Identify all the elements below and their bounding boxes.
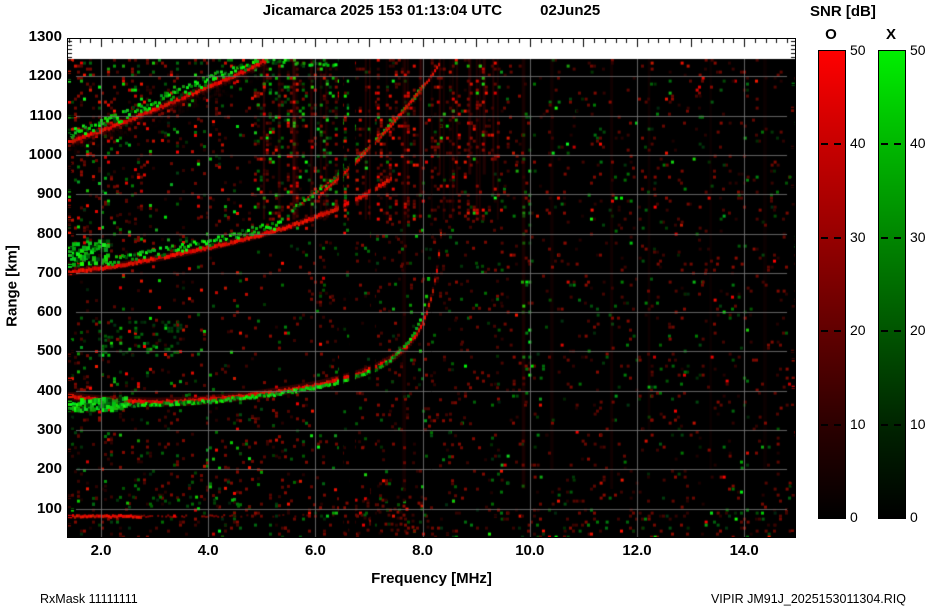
y-tick-label: 1200	[28, 67, 62, 85]
colorbar-title: SNR [dB]	[810, 3, 876, 20]
colorbar-tick-dash	[821, 423, 828, 426]
colorbar-tick-dash	[881, 423, 888, 426]
x-tick-label: 14.0	[729, 542, 759, 559]
colorbar-tick-label: 40	[910, 135, 926, 152]
colorbar-tick-label: 50	[850, 42, 866, 58]
colorbar-o-label: O	[825, 26, 837, 43]
colorbar-tick-dash	[834, 423, 841, 426]
colorbar-tick-label: 40	[850, 135, 866, 152]
y-tick-label: 800	[36, 224, 62, 242]
colorbar-tick-dash	[881, 143, 888, 146]
colorbar-tick-label: 30	[850, 228, 866, 245]
y-tick-label: 500	[36, 342, 62, 360]
colorbar-tick-dash	[881, 330, 888, 333]
x-axis-label: Frequency [MHz]	[371, 570, 492, 587]
colorbar-tick-dash	[834, 330, 841, 333]
datafile-text: VIPIR JM91J_2025153011304.RIQ	[710, 592, 906, 606]
x-tick-label: 4.0	[197, 542, 219, 559]
colorbar-tick-dash	[821, 143, 828, 146]
colorbar-tick-label: 50	[910, 42, 926, 58]
y-tick-label: 1000	[28, 145, 62, 163]
colorbar-tick-label: 20	[910, 322, 926, 339]
colorbar-tick-dash	[894, 143, 901, 146]
x-tick-label: 6.0	[304, 542, 326, 559]
plot-title-date: 02Jun25	[540, 2, 601, 19]
colorbar-tick-dash	[834, 143, 841, 146]
colorbar-tick-label: 30	[910, 228, 926, 245]
colorbar-tick-label: 0	[910, 509, 918, 525]
colorbar-x-label: X	[885, 26, 896, 43]
plot-title: Jicamarca 2025 153 01:13:04 UTC 02Jun25	[68, 2, 795, 19]
x-tick-label: 10.0	[515, 542, 545, 559]
y-tick-label: 300	[36, 421, 62, 438]
x-tick-label: 2.0	[90, 542, 112, 559]
x-tick-label: 12.0	[622, 542, 652, 559]
colorbar-tick-dash	[834, 236, 841, 239]
plot-title-main: Jicamarca 2025 153 01:13:04 UTC	[262, 2, 503, 19]
colorbar-tick-dash	[894, 236, 901, 239]
y-tick-label: 900	[36, 185, 62, 203]
y-tick-label: 100	[36, 499, 62, 517]
y-tick-label: 400	[36, 381, 62, 399]
rxmask-text: RxMask 11111111	[40, 592, 138, 606]
colorbar-tick-dash	[821, 236, 828, 239]
colorbar-tick-dash	[894, 423, 901, 426]
colorbar-tick-label: 10	[910, 415, 926, 432]
colorbar-tick-label: 10	[850, 415, 866, 432]
y-tick-label: 700	[36, 263, 62, 281]
y-tick-label: 200	[36, 460, 62, 478]
ionogram-canvas	[68, 39, 795, 537]
colorbar-tick-dash	[894, 330, 901, 333]
x-tick-label: 8.0	[412, 542, 434, 559]
y-tick-label: 1100	[29, 106, 62, 124]
colorbar-tick-label: 20	[850, 322, 866, 339]
colorbar-o-mode	[818, 50, 846, 519]
colorbar-tick-dash	[821, 330, 828, 333]
colorbar-x-mode	[878, 50, 906, 519]
y-tick-label: 1300	[28, 28, 62, 45]
colorbar-tick-label: 0	[850, 509, 858, 525]
colorbar-tick-dash	[881, 236, 888, 239]
y-tick-label: 600	[36, 303, 62, 321]
ionogram-plot-frame	[67, 38, 796, 538]
